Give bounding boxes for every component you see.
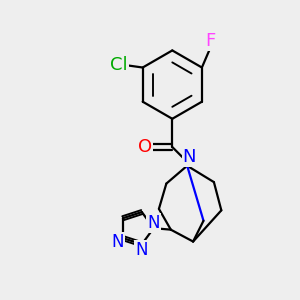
Text: N: N — [147, 214, 160, 232]
Text: Cl: Cl — [110, 56, 128, 74]
Text: F: F — [206, 32, 216, 50]
Text: N: N — [135, 241, 148, 259]
Text: N: N — [111, 233, 124, 251]
Text: N: N — [182, 148, 196, 166]
Text: O: O — [138, 138, 152, 156]
